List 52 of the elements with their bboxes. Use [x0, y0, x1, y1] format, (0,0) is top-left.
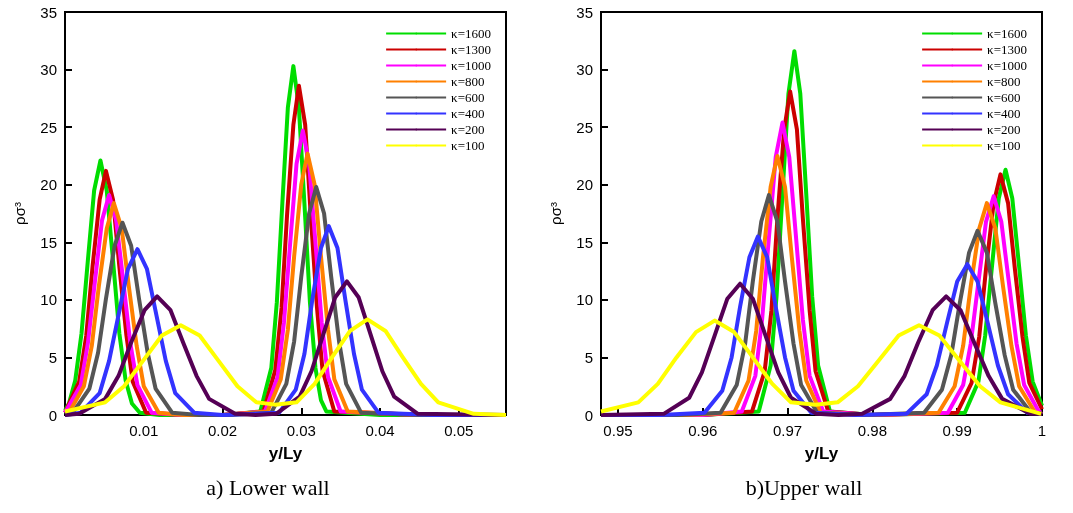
x-tick-label: 0.05 — [444, 422, 474, 439]
text: b)Upper wall — [745, 474, 863, 500]
y-tick-label: 25 — [576, 118, 593, 136]
x-tick-label: 0.03 — [286, 422, 316, 439]
y-axis-title: ρσ³ — [547, 202, 564, 225]
legend-label: κ=1600 — [451, 26, 492, 41]
legend-label: κ=600 — [451, 90, 485, 105]
legend-label: κ=600 — [987, 90, 1021, 105]
text: a) Lower wall — [206, 474, 330, 500]
y-tick-label: 35 — [576, 3, 593, 21]
legend-label: κ=800 — [451, 74, 485, 89]
legend-label: κ=400 — [451, 106, 485, 121]
x-tick-label: 0.99 — [942, 422, 972, 439]
x-axis-title: y/Ly — [804, 444, 839, 463]
y-tick-label: 20 — [40, 176, 57, 194]
y-tick-label: 20 — [576, 176, 593, 194]
legend-label: κ=1300 — [987, 42, 1028, 57]
legend-label: κ=1600 — [987, 26, 1028, 41]
y-tick-label: 30 — [576, 61, 593, 79]
x-tick-label: 0.96 — [688, 422, 718, 439]
legend-label: κ=800 — [987, 74, 1021, 89]
x-tick-label: 0.01 — [129, 422, 159, 439]
legend-label: κ=100 — [451, 138, 485, 153]
y-tick-label: 10 — [576, 291, 593, 309]
y-tick-label: 5 — [584, 348, 593, 366]
x-tick-label: 0.95 — [603, 422, 633, 439]
y-tick-label: 0 — [48, 406, 57, 424]
y-tick-label: 15 — [576, 233, 593, 251]
y-tick-label: 25 — [40, 118, 57, 136]
legend-label: κ=1000 — [987, 58, 1028, 73]
y-tick-label: 0 — [584, 406, 593, 424]
y-tick-label: 10 — [40, 291, 57, 309]
x-tick-label: 0.04 — [365, 422, 395, 439]
line-series — [63, 317, 508, 417]
legend-label: κ=1000 — [451, 58, 492, 73]
y-tick-label: 30 — [40, 61, 57, 79]
x-tick-label: 0.98 — [857, 422, 887, 439]
y-axis-title: ρσ³ — [11, 202, 28, 225]
y-tick-label: 35 — [40, 3, 57, 21]
legend-label: κ=200 — [451, 122, 485, 137]
legend-label: κ=1300 — [451, 42, 492, 57]
x-tick-label: 0.97 — [772, 422, 803, 439]
y-tick-label: 15 — [40, 233, 57, 251]
legend-label: κ=100 — [987, 138, 1021, 153]
y-tick-label: 5 — [48, 348, 57, 366]
line-series — [599, 318, 1044, 416]
legend-label: κ=400 — [987, 106, 1021, 121]
line-series — [599, 281, 1044, 417]
x-tick-label: 0.02 — [207, 422, 238, 439]
x-tick-label: 1 — [1037, 422, 1047, 439]
legend-label: κ=200 — [987, 122, 1021, 137]
x-axis-title: y/Ly — [268, 444, 303, 463]
